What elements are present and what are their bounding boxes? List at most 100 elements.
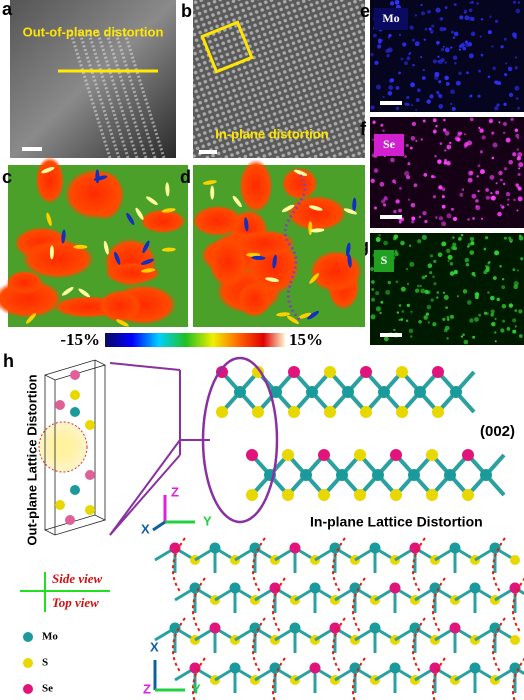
- eds-dot: [498, 170, 503, 176]
- atom: [70, 390, 80, 400]
- eds-dot: [444, 158, 448, 163]
- eds-dot: [512, 152, 517, 157]
- eds-dot: [429, 29, 434, 34]
- eds-dot: [490, 309, 495, 314]
- eds-dot: [503, 167, 508, 171]
- atom: [249, 542, 261, 554]
- distortion-arrow: [352, 577, 366, 634]
- eds-dot: [447, 254, 453, 260]
- eds-dot: [373, 206, 377, 210]
- atom: [489, 622, 501, 634]
- atom: [510, 635, 520, 645]
- eds-dot: [404, 61, 408, 66]
- eds-dot: [396, 4, 399, 8]
- eds-dot: [466, 300, 472, 305]
- strain-features: [0, 156, 363, 327]
- colorbar: [105, 333, 285, 347]
- eds-dot: [506, 203, 510, 206]
- image-b: [193, 0, 365, 158]
- atom: [324, 406, 336, 418]
- eds-dot: [505, 191, 511, 197]
- atom: [469, 582, 481, 594]
- eds-dot: [418, 215, 422, 219]
- atom: [369, 622, 381, 634]
- panel-label: e: [360, 1, 370, 21]
- eds-dot: [514, 56, 517, 59]
- atom: [318, 449, 330, 461]
- strain-streak: [103, 240, 109, 255]
- eds-dot: [517, 196, 523, 202]
- eds-dot: [429, 254, 434, 258]
- eds-dot: [429, 271, 433, 275]
- eds-dot: [499, 265, 502, 268]
- eds-dot: [453, 269, 458, 275]
- eds-dot: [515, 133, 520, 138]
- atom: [426, 489, 438, 501]
- strain-blob: [6, 270, 44, 295]
- eds-dot: [490, 191, 493, 195]
- atom: [65, 515, 75, 525]
- legend-marker: [23, 684, 33, 694]
- atom: [409, 542, 421, 554]
- atom: [269, 582, 281, 594]
- eds-dot: [463, 133, 466, 136]
- eds-dot: [511, 32, 517, 38]
- eds-dot: [517, 172, 521, 177]
- strain-streak: [232, 195, 242, 208]
- eds-dot: [462, 289, 468, 294]
- eds-dot: [504, 62, 508, 65]
- eds-dot: [508, 303, 514, 308]
- atom: [246, 449, 258, 461]
- distortion-arrow: [252, 617, 266, 674]
- eds-dot: [420, 11, 426, 16]
- strain-streak: [93, 175, 108, 181]
- atom: [55, 400, 65, 410]
- atom: [309, 662, 321, 674]
- atom: [408, 469, 420, 481]
- scale-bar: [22, 147, 42, 151]
- eds-dot: [449, 141, 452, 145]
- eds-dot: [406, 282, 410, 286]
- eds-dot: [394, 0, 400, 5]
- element-box: [374, 8, 408, 30]
- strain-streak: [308, 205, 323, 211]
- eds-dot: [503, 102, 507, 106]
- eds-dot: [379, 311, 382, 315]
- legend-marker: [23, 658, 33, 668]
- eds-dot: [473, 274, 476, 277]
- eds-dot: [386, 53, 390, 58]
- strain-streak: [272, 254, 277, 269]
- eds-dot: [454, 62, 457, 65]
- eds-dot: [370, 52, 374, 57]
- atom: [309, 582, 321, 594]
- atom: [429, 662, 441, 674]
- eds-dot: [475, 199, 479, 203]
- eds-dot: [411, 220, 415, 224]
- eds-dot: [383, 196, 388, 201]
- eds-dot: [393, 328, 396, 332]
- axis-label: X: [150, 639, 159, 654]
- atom: [70, 407, 80, 417]
- eds-dot: [467, 177, 473, 183]
- strain-streak: [140, 258, 155, 265]
- eds-dot: [387, 90, 393, 96]
- atom: [462, 489, 474, 501]
- eds-dot: [408, 328, 414, 334]
- eds-dot: [514, 128, 519, 132]
- eds-dot: [438, 185, 443, 190]
- axis-label: X: [141, 521, 150, 536]
- eds-dot: [458, 237, 462, 241]
- atom: [396, 366, 408, 378]
- eds-dot: [435, 216, 438, 219]
- eds-dot: [436, 90, 440, 95]
- eds-dot: [398, 71, 401, 75]
- eds-dot: [492, 276, 497, 280]
- eds-dot: [438, 80, 442, 84]
- eds-dot: [424, 289, 429, 294]
- atom: [509, 582, 521, 594]
- zoom-ellipse: [201, 356, 279, 524]
- axis-label: Z: [143, 681, 151, 696]
- eds-dot: [470, 31, 476, 37]
- strain-streak: [114, 251, 121, 265]
- eds-dot: [495, 182, 498, 185]
